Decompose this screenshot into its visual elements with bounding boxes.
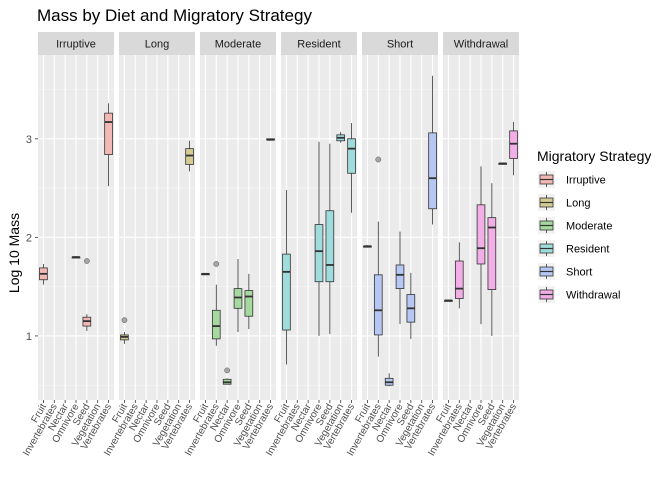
legend-label: Irruptive <box>566 175 606 187</box>
legend-label: Moderate <box>566 221 612 233</box>
box-body <box>104 112 113 155</box>
y-tick-label: 2 <box>26 232 32 244</box>
box-short-omnivore <box>395 231 405 325</box>
box-body <box>487 217 497 290</box>
box-body <box>454 260 464 299</box>
facet-strip-label: Irruptive <box>56 39 96 51</box>
box-irruptive-seed <box>82 258 92 331</box>
facet-strip <box>119 32 195 55</box>
facet-panel-long: LongFruitInvertebratesNectarOmnivoreSeed… <box>102 32 195 458</box>
outlier-point <box>213 261 220 267</box>
y-tick-label: 3 <box>26 134 32 146</box>
legend: Migratory Strategy Irruptive Long Moderate… <box>537 148 651 303</box>
box-short-nectar <box>384 373 394 387</box>
box-moderate-fruit <box>201 272 210 276</box>
box-short-fruit <box>363 245 372 248</box>
box-moderate-nectar <box>222 367 232 385</box>
facet-strip-label: Long <box>145 39 169 51</box>
legend-entry-long: Long <box>538 194 590 211</box>
box-resident-vertebrates <box>347 123 356 213</box>
box-body <box>347 138 356 174</box>
chart-title: Mass by Diet and Migratory Strategy <box>37 6 312 25</box>
box-body <box>282 253 291 331</box>
box-withdrawal-vertebrates <box>509 122 518 176</box>
facet-strip-label: Resident <box>297 39 340 51</box>
box-short-invertebrates <box>373 156 383 357</box>
box-short-seed <box>406 272 416 339</box>
legend-entry-moderate: Moderate <box>538 217 612 234</box>
facet-strip <box>281 32 357 55</box>
box-irruptive-fruit <box>39 263 48 285</box>
box-body <box>233 288 243 309</box>
box-resident-fruit <box>282 190 291 365</box>
facet-strip <box>38 32 114 55</box>
box-withdrawal-omnivore <box>476 166 486 325</box>
facet-panel-moderate: ModerateFruitInvertebratesNectarOmnivore… <box>183 32 276 458</box>
legend-label: Short <box>566 267 592 279</box>
box-body <box>373 274 383 336</box>
outlier-point <box>375 156 382 163</box>
legend-entry-resident: Resident <box>538 240 609 257</box>
box-moderate-seed <box>244 273 254 330</box>
box-withdrawal-vegetation <box>498 162 508 165</box>
box-resident-omnivore <box>314 141 324 336</box>
box-body <box>314 224 324 283</box>
facet-panel-withdrawal: WithdrawalFruitInvertebratesNectarOmnivo… <box>426 32 519 458</box>
box-short-vertebrates <box>428 75 437 225</box>
facet-panels: IrruptiveFruitInvertebratesNectarOmnivor… <box>21 32 519 458</box>
facet-panel-short: ShortFruitInvertebratesNectarOmnivoreSee… <box>345 32 438 458</box>
box-withdrawal-fruit <box>444 299 453 302</box>
outlier-point <box>84 258 90 264</box>
facet-strip <box>443 32 519 55</box>
legend-entry-short: Short <box>538 263 592 280</box>
facet-strip-label: Withdrawal <box>454 39 508 51</box>
facet-strip <box>362 32 438 55</box>
box-long-fruit <box>120 317 129 344</box>
outlier-point <box>224 367 230 374</box>
legend-label: Withdrawal <box>566 290 620 302</box>
legend-label: Resident <box>566 244 609 256</box>
box-moderate-vertebrates <box>266 138 275 141</box>
y-tick-label: 1 <box>26 331 32 343</box>
box-long-vertebrates <box>185 140 194 172</box>
facet-strip-label: Short <box>387 39 413 51</box>
legend-entries: Irruptive Long Moderate Resident Short Withdr… <box>538 171 620 303</box>
box-body <box>185 148 194 165</box>
box-body <box>428 132 437 210</box>
y-axis: 1 2 3 <box>26 134 38 343</box>
box-body <box>509 130 518 159</box>
facet-panel-resident: ResidentFruitInvertebratesNectarOmnivore… <box>264 32 357 458</box>
legend-label: Long <box>566 198 590 210</box>
box-body <box>395 264 405 290</box>
box-resident-seed <box>325 143 335 334</box>
y-axis-title: Log 10 Mass <box>6 213 22 293</box>
box-withdrawal-invertebrates <box>454 242 464 309</box>
facet-strip <box>200 32 276 55</box>
box-body <box>211 309 221 340</box>
legend-entry-withdrawal: Withdrawal <box>538 286 620 303</box>
box-body <box>325 210 335 283</box>
outlier-point <box>121 317 128 324</box>
facet-panel-irruptive: IrruptiveFruitInvertebratesNectarOmnivor… <box>21 32 114 458</box>
box-moderate-invertebrates <box>211 261 221 346</box>
box-body <box>476 204 486 265</box>
box-irruptive-omnivore <box>71 256 81 259</box>
box-moderate-omnivore <box>233 259 243 332</box>
box-withdrawal-seed <box>487 183 497 336</box>
box-body <box>244 290 254 317</box>
box-resident-vegetation <box>336 131 346 143</box>
facet-strip-label: Moderate <box>215 39 261 51</box>
box-irruptive-vertebrates <box>104 103 113 187</box>
legend-entry-irruptive: Irruptive <box>538 171 606 188</box>
legend-title: Migratory Strategy <box>537 148 651 164</box>
